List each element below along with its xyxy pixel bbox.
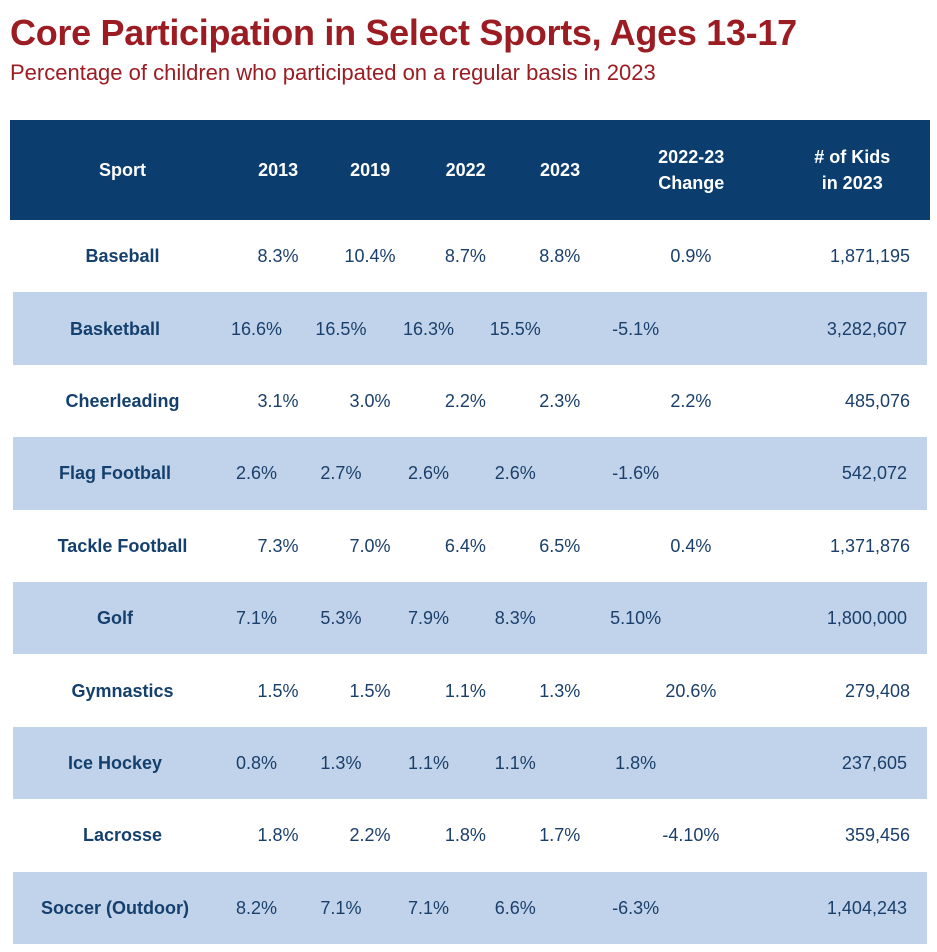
cell-change: -1.6% (612, 463, 660, 484)
header-kids-line1: # of Kids (814, 147, 891, 167)
table-row: Gymnastics 1.5% 1.5% 1.1% 1.3% 20.6% 279,408 (10, 654, 930, 726)
cell-2019: 7.1% (320, 897, 362, 918)
cell-2022: 7.1% (408, 897, 450, 918)
header-change-line2: Change (658, 173, 725, 193)
cell-2019: 1.3% (320, 752, 362, 773)
table-row: Tackle Football 7.3% 7.0% 6.4% 6.5% 0.4% 1,371… (10, 510, 930, 582)
cell-2019: 3.0% (349, 390, 391, 411)
cell-2013: 1.8% (257, 825, 299, 846)
cell-sport: Lacrosse (82, 825, 163, 846)
cell-2022: 2.2% (444, 390, 486, 411)
cell-2013: 7.1% (235, 608, 277, 629)
cell-2022: 16.3% (403, 318, 455, 339)
header-2019: 2019 (350, 160, 391, 180)
cell-2013: 1.5% (257, 680, 299, 701)
cell-2023: 15.5% (489, 318, 541, 339)
chart-subtitle: Percentage of children who participated … (10, 60, 656, 85)
cell-sport: Golf (96, 608, 133, 629)
cell-change: 1.8% (615, 752, 657, 773)
table-row: Basketball 16.6% 16.5% 16.3% 15.5% -5.1% 3,282… (13, 292, 927, 365)
cell-kids: 1,871,195 (829, 246, 911, 267)
cell-2022: 1.1% (444, 680, 486, 701)
table-row: Flag Football 2.6% 2.7% 2.6% 2.6% -1.6% 542,07… (13, 437, 927, 510)
cell-2013: 8.3% (257, 246, 299, 267)
cell-2013: 3.1% (257, 390, 299, 411)
cell-sport: Flag Football (58, 463, 171, 484)
cell-2023: 1.3% (539, 680, 581, 701)
cell-2023: 1.7% (539, 825, 581, 846)
header-2013: 2013 (258, 160, 299, 180)
cell-sport: Tackle Football (57, 535, 188, 556)
cell-2013: 16.6% (230, 318, 282, 339)
cell-2023: 2.3% (539, 390, 581, 411)
table-row: Ice Hockey 0.8% 1.3% 1.1% 1.1% 1.8% 237,605 (13, 726, 927, 800)
cell-2023: 6.5% (539, 535, 581, 556)
cell-2013: 8.2% (235, 897, 277, 918)
cell-2022: 1.8% (444, 825, 486, 846)
cell-kids: 1,404,243 (826, 897, 907, 918)
cell-sport: Baseball (85, 246, 160, 267)
table-body: Baseball 8.3% 10.4% 8.7% 8.8% 0.9% 1,871,195 Ba… (10, 220, 930, 944)
cell-2023: 8.3% (494, 608, 536, 629)
participation-table: Sport 2013 2019 2022 2023 2022-23 Change… (10, 120, 930, 944)
table-row: Golf 7.1% 5.3% 7.9% 8.3% 5.10% 1,800,000 (13, 581, 927, 655)
cell-2019: 2.7% (320, 463, 362, 484)
header-sport: Sport (99, 160, 147, 180)
cell-kids: 359,456 (844, 825, 911, 846)
table-header: Sport 2013 2019 2022 2023 2022-23 Change… (10, 120, 930, 220)
cell-2019: 5.3% (320, 608, 362, 629)
cell-sport: Cheerleading (65, 390, 180, 411)
cell-2022: 1.1% (408, 752, 450, 773)
cell-change: 2.2% (670, 390, 712, 411)
cell-2023: 2.6% (494, 463, 536, 484)
cell-sport: Soccer (Outdoor) (40, 897, 189, 918)
cell-sport: Gymnastics (71, 680, 174, 701)
cell-2023: 1.1% (494, 752, 536, 773)
cell-change: -4.10% (662, 825, 720, 846)
chart-title: Core Participation in Select Sports, Age… (10, 12, 797, 53)
cell-kids: 279,408 (844, 680, 911, 701)
cell-2022: 2.6% (408, 463, 450, 484)
cell-2013: 2.6% (235, 463, 277, 484)
cell-change: -5.1% (612, 318, 660, 339)
cell-2019: 10.4% (344, 246, 396, 267)
cell-kids: 1,371,876 (829, 535, 911, 556)
cell-change: 5.10% (610, 608, 662, 629)
header-change: 2022-23 Change (608, 144, 774, 196)
cell-2019: 7.0% (349, 535, 391, 556)
cell-kids: 3,282,607 (826, 318, 907, 339)
cell-change: -6.3% (612, 897, 660, 918)
header-2022: 2022 (445, 160, 486, 180)
cell-sport: Basketball (69, 318, 160, 339)
cell-2022: 7.9% (408, 608, 450, 629)
cell-change: 0.9% (670, 246, 712, 267)
cell-change: 0.4% (670, 535, 712, 556)
header-change-line1: 2022-23 (658, 147, 725, 167)
cell-sport: Ice Hockey (67, 752, 162, 773)
table-row: Soccer (Outdoor) 8.2% 7.1% 7.1% 6.6% -6.3% 1,4… (13, 871, 927, 944)
header-2023: 2023 (540, 160, 581, 180)
cell-2019: 1.5% (349, 680, 391, 701)
cell-2019: 2.2% (349, 825, 391, 846)
cell-kids: 485,076 (844, 390, 911, 411)
header-kids: # of Kids in 2023 (774, 144, 930, 196)
table-row: Lacrosse 1.8% 2.2% 1.8% 1.7% -4.10% 359,456 (10, 799, 930, 871)
cell-2019: 16.5% (315, 318, 367, 339)
table-row: Cheerleading 3.1% 3.0% 2.2% 2.3% 2.2% 485,076 (10, 365, 930, 437)
cell-2022: 6.4% (444, 535, 486, 556)
table-row: Baseball 8.3% 10.4% 8.7% 8.8% 0.9% 1,871,195 (10, 220, 930, 292)
cell-2022: 8.7% (444, 246, 486, 267)
cell-2023: 8.8% (539, 246, 581, 267)
cell-2013: 7.3% (257, 535, 299, 556)
cell-2013: 0.8% (235, 752, 277, 773)
cell-kids: 1,800,000 (826, 608, 907, 629)
cell-change: 20.6% (665, 680, 717, 701)
cell-2023: 6.6% (494, 897, 536, 918)
header-kids-line2: in 2023 (821, 173, 883, 193)
cell-kids: 237,605 (841, 752, 907, 773)
cell-kids: 542,072 (841, 463, 907, 484)
